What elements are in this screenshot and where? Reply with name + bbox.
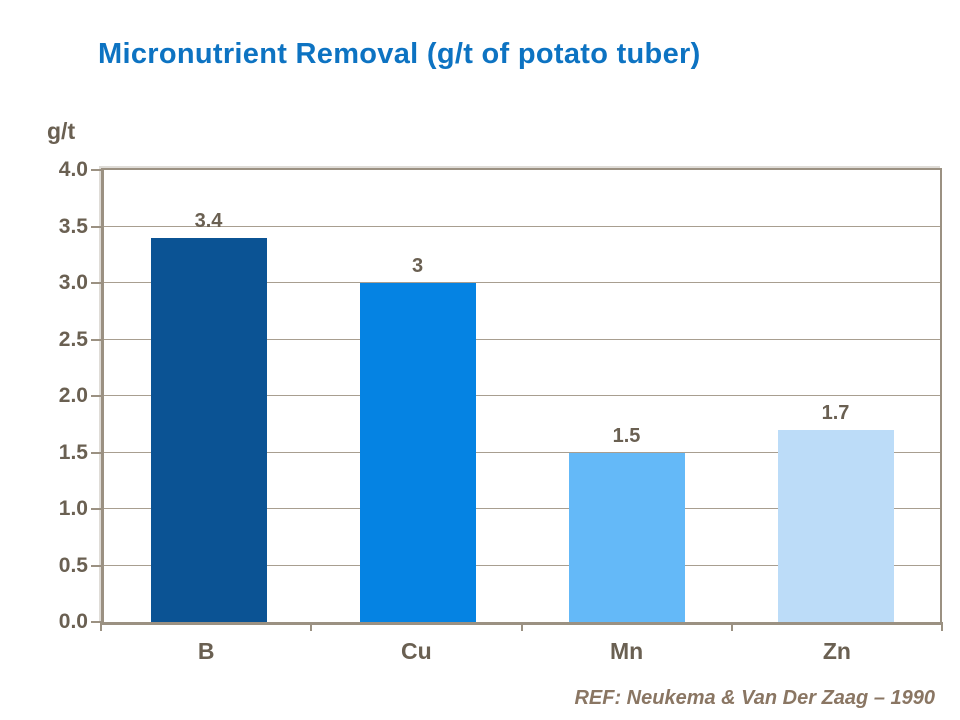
x-category-label-b: B xyxy=(197,638,215,664)
bar-mn xyxy=(568,452,685,622)
reference-text: REF: Neukema & Van Der Zaag – 1990 xyxy=(574,687,935,709)
category-slot-cu: 3 xyxy=(313,170,522,622)
y-tick-label: 3.5 xyxy=(58,214,88,238)
x-tick-mark xyxy=(730,622,733,631)
bar-zn xyxy=(777,429,894,622)
category-slot-mn: 1.5 xyxy=(522,170,731,622)
bar-value-label: 1.7 xyxy=(821,401,850,424)
y-tick-label: 0.0 xyxy=(58,610,88,633)
bar-b xyxy=(150,237,267,622)
bar-value-label: 1.5 xyxy=(612,424,641,447)
y-tick-mark xyxy=(91,621,103,623)
bars-layer: 3.4 3 1.5 1.7 xyxy=(104,170,940,622)
y-axis-unit-label: g/t xyxy=(47,118,76,144)
plot-area: 3.4 3 1.5 1.7 xyxy=(101,168,942,625)
x-tick-mark xyxy=(941,622,943,631)
gridline xyxy=(104,282,940,283)
x-tick-mark xyxy=(520,622,523,631)
category-slot-zn: 1.7 xyxy=(731,170,940,622)
bar-value-label: 3.4 xyxy=(194,209,223,232)
y-tick-label: 1.0 xyxy=(58,497,88,520)
y-tick-label: 1.5 xyxy=(58,440,88,464)
y-tick-mark xyxy=(91,564,103,567)
x-tick-mark xyxy=(100,622,102,631)
x-category-label-mn: Mn xyxy=(610,638,644,664)
x-tick-mark xyxy=(310,622,313,631)
y-tick-mark xyxy=(91,508,103,510)
bar-cu xyxy=(359,283,476,622)
gridline xyxy=(104,564,940,566)
x-category-label-zn: Zn xyxy=(822,638,851,664)
y-tick-mark xyxy=(91,451,103,454)
chart-title: Micronutrient Removal (g/t of potato tub… xyxy=(98,38,701,70)
gridline xyxy=(104,508,940,509)
y-tick-label: 2.5 xyxy=(58,327,88,351)
y-tick-mark xyxy=(91,395,103,397)
x-category-label-cu: Cu xyxy=(401,638,432,664)
y-tick-label: 3.0 xyxy=(58,271,88,294)
gridline xyxy=(104,451,940,453)
gridline xyxy=(104,395,940,396)
y-tick-label: 0.5 xyxy=(58,553,88,577)
gridline xyxy=(104,338,940,340)
y-tick-mark xyxy=(91,169,103,171)
gridline xyxy=(104,225,940,227)
bar-value-label: 3 xyxy=(411,255,424,277)
category-slot-b: 3.4 xyxy=(104,170,313,622)
y-tick-label: 2.0 xyxy=(58,384,88,407)
y-tick-mark xyxy=(91,338,103,341)
y-tick-label: 4.0 xyxy=(58,158,88,181)
y-tick-mark xyxy=(91,282,103,284)
y-tick-mark xyxy=(91,225,103,228)
